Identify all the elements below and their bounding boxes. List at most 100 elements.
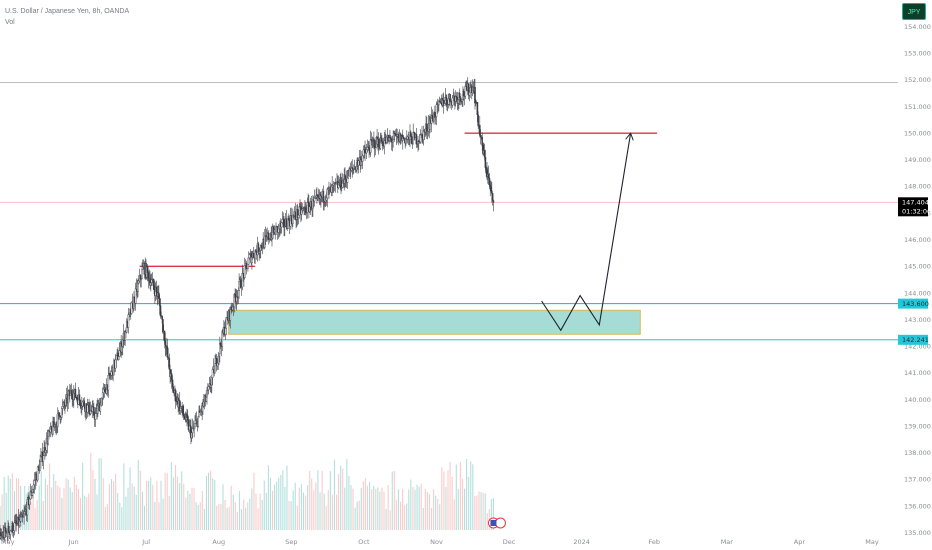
volume-bar [96,494,98,530]
volume-bar [445,487,447,530]
price-tick-label: 148.000 [904,183,931,191]
candlesticks [0,77,495,543]
candle-body [324,199,327,203]
volume-bar [455,464,457,530]
volume-bar [269,477,272,530]
volume-bar [51,487,53,530]
volume-bar [375,488,377,530]
candle-body [361,155,364,162]
time-tick-label: Jun [68,538,79,546]
candle-body [248,254,251,259]
candle-body [162,319,164,333]
volume-bar [305,495,307,530]
candle-body [78,394,81,401]
volume-bar [193,488,195,530]
volume-bar [49,463,51,530]
volume-bar [131,483,133,530]
symbol-title[interactable]: U.S. Dollar / Japanese Yen, 8h, OANDA [5,8,130,15]
volume-bar [88,493,90,530]
candle-body [24,511,26,515]
volume-bar [150,477,152,530]
candle-body [71,394,74,399]
volume-bar [214,479,216,530]
candle-body [478,125,481,136]
candle-body [182,405,184,414]
candle-body [254,250,256,259]
volume-bar [414,489,416,530]
candle-body [60,417,62,420]
candle-body [234,293,236,298]
candle-body [124,330,126,341]
volume-bar [342,468,344,530]
candle-body [218,353,220,357]
volume-bar [271,490,274,530]
demand-zone[interactable] [228,309,641,335]
candle-body [28,498,31,505]
volume-bar [410,479,412,530]
volume-bar [98,458,100,530]
us-flag-icon [490,520,497,526]
candle-body [64,397,67,406]
volume-indicator-label[interactable]: Vol [5,19,15,26]
candle-body [224,327,227,335]
candle-body [492,200,495,203]
price-axis[interactable]: 135.000 136.000 137.000 138.000 139.000 140.0… [904,23,931,537]
candle-body [385,136,388,143]
volume-bar [170,462,172,530]
price-tick-label: 150.000 [904,129,931,137]
currency-badge[interactable]: JPY [902,3,926,20]
time-tick-label: Feb [648,538,660,546]
time-tick-label: May [865,538,879,546]
projection-path[interactable] [541,133,631,332]
volume-bar [79,497,82,530]
candle-body [4,527,7,532]
candle-body [412,132,415,145]
candle-body [447,98,450,105]
candle-body [83,400,86,408]
volume-bar [168,495,170,530]
volume-bar [69,487,71,530]
volume-bar [205,476,208,530]
volume-bar [356,501,358,530]
volume-bar [296,505,298,530]
volume-bar [129,467,131,530]
price-tick-label: 137.000 [904,476,931,484]
candle-body [467,83,470,96]
volume-bar [319,492,321,530]
flag-event-icon[interactable] [494,517,506,529]
candle-body [205,396,208,402]
volume-bar [490,499,492,530]
volume-bar [265,492,267,530]
volume-bar [307,485,309,530]
volume-bar [238,491,241,530]
volume-bar [179,483,181,530]
drawing-overlay [487,133,631,529]
candle-body [483,150,486,158]
volume-bar [203,509,205,530]
candle-body [267,233,270,240]
volume-bar [92,470,94,530]
volume-bar [428,493,430,530]
time-axis[interactable]: May Jun Jul Aug Sep Oct Nov Dec 2024 Feb Mar Apr May [1,538,879,546]
volume-bar [13,491,16,530]
volume-bar [292,490,294,530]
candle-body [365,149,368,154]
volume-bar [220,504,222,530]
candle-body [449,94,451,102]
candle-body [60,408,63,418]
volume-bar [201,490,203,530]
volume-bar [90,452,92,530]
volume-bar [15,478,18,530]
candle-body [489,184,492,188]
price-tick-label: 143.000 [904,316,931,324]
candle-body [288,218,290,221]
candle-body [0,532,2,537]
candle-body [20,516,22,522]
volume-bar [381,487,383,530]
candle-body [340,177,342,189]
candle-body [457,99,459,104]
volume-bar [350,485,352,530]
candle-body [9,530,12,535]
